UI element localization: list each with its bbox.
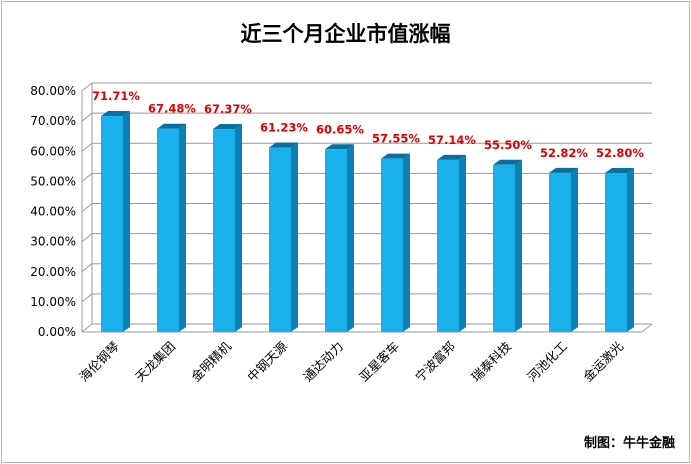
- x-tick-label: 中钢天源: [244, 338, 290, 384]
- bar-side: [515, 159, 522, 332]
- x-tick-label: 海伦钢琴: [76, 338, 122, 384]
- data-label: 61.23%: [260, 121, 308, 135]
- bar-top: [549, 167, 578, 173]
- data-label: 57.14%: [428, 133, 476, 147]
- gridline-depth: [81, 142, 93, 152]
- gridline-depth: [81, 323, 93, 333]
- bar: [437, 159, 459, 332]
- x-tick-label: 亚星客车: [356, 339, 402, 385]
- bar: [213, 129, 235, 332]
- bar: [269, 147, 291, 332]
- data-label: 60.65%: [316, 122, 364, 136]
- bar: [493, 164, 515, 332]
- y-tick-label: 20.00%: [30, 265, 76, 279]
- bar-top: [605, 167, 634, 173]
- y-tick-label: 70.00%: [30, 114, 76, 128]
- bar-side: [347, 144, 354, 332]
- bar: [605, 172, 627, 332]
- bar-side: [123, 110, 130, 332]
- data-label: 52.82%: [540, 146, 588, 160]
- bar-side: [179, 123, 186, 333]
- bar-top: [325, 144, 354, 150]
- bar: [381, 158, 403, 332]
- y-tick-label: 40.00%: [30, 205, 76, 219]
- chart-title: 近三个月企业市值涨幅: [240, 22, 451, 46]
- bar-side: [291, 142, 298, 332]
- bar-side: [571, 167, 578, 332]
- y-tick-label: 30.00%: [30, 235, 76, 249]
- x-tick-label: 宁波富邦: [412, 339, 458, 385]
- x-tick-label: 瑞泰科技: [468, 338, 514, 384]
- gridline-depth: [81, 172, 93, 182]
- y-tick-label: 50.00%: [30, 174, 76, 188]
- data-label: 52.80%: [596, 146, 644, 160]
- x-tick-label: 天龙集团: [132, 339, 178, 385]
- gridline-depth: [81, 233, 93, 243]
- bar-side: [459, 154, 466, 332]
- data-label: 55.50%: [484, 138, 532, 152]
- credit-text: 制图：牛牛金融: [583, 436, 675, 451]
- bar-top: [157, 123, 186, 129]
- y-tick-label: 10.00%: [30, 295, 76, 309]
- data-label: 57.55%: [372, 132, 420, 146]
- bar: [101, 115, 123, 332]
- gridline-depth: [81, 112, 93, 122]
- gridline-depth: [81, 82, 93, 92]
- bar-side: [627, 167, 634, 332]
- bar-top: [213, 124, 242, 130]
- data-label: 71.71%: [92, 89, 140, 103]
- x-tick-label: 河池化工: [524, 339, 570, 385]
- bar-side: [235, 124, 242, 332]
- y-tick-label: 60.00%: [30, 144, 76, 158]
- bar: [549, 172, 571, 332]
- x-tick-label: 金明精机: [188, 338, 234, 384]
- bar-top: [437, 154, 466, 160]
- floor-edge: [641, 323, 653, 333]
- bar: [325, 149, 347, 332]
- bar-top: [381, 153, 410, 159]
- bar-top: [269, 142, 298, 148]
- gridline-depth: [81, 293, 93, 303]
- gridline-depth: [81, 263, 93, 273]
- data-label: 67.48%: [148, 102, 196, 116]
- gridline-depth: [81, 203, 93, 212]
- y-tick-label: 80.00%: [30, 84, 76, 98]
- bar-top: [493, 159, 522, 165]
- bar-top: [101, 110, 130, 116]
- x-tick-label: 金运激光: [580, 339, 626, 385]
- bar: [157, 128, 179, 332]
- y-tick-label: 0.00%: [38, 325, 76, 339]
- data-label: 67.37%: [204, 102, 252, 116]
- bar-side: [403, 153, 410, 332]
- x-tick-label: 通达动力: [300, 339, 346, 385]
